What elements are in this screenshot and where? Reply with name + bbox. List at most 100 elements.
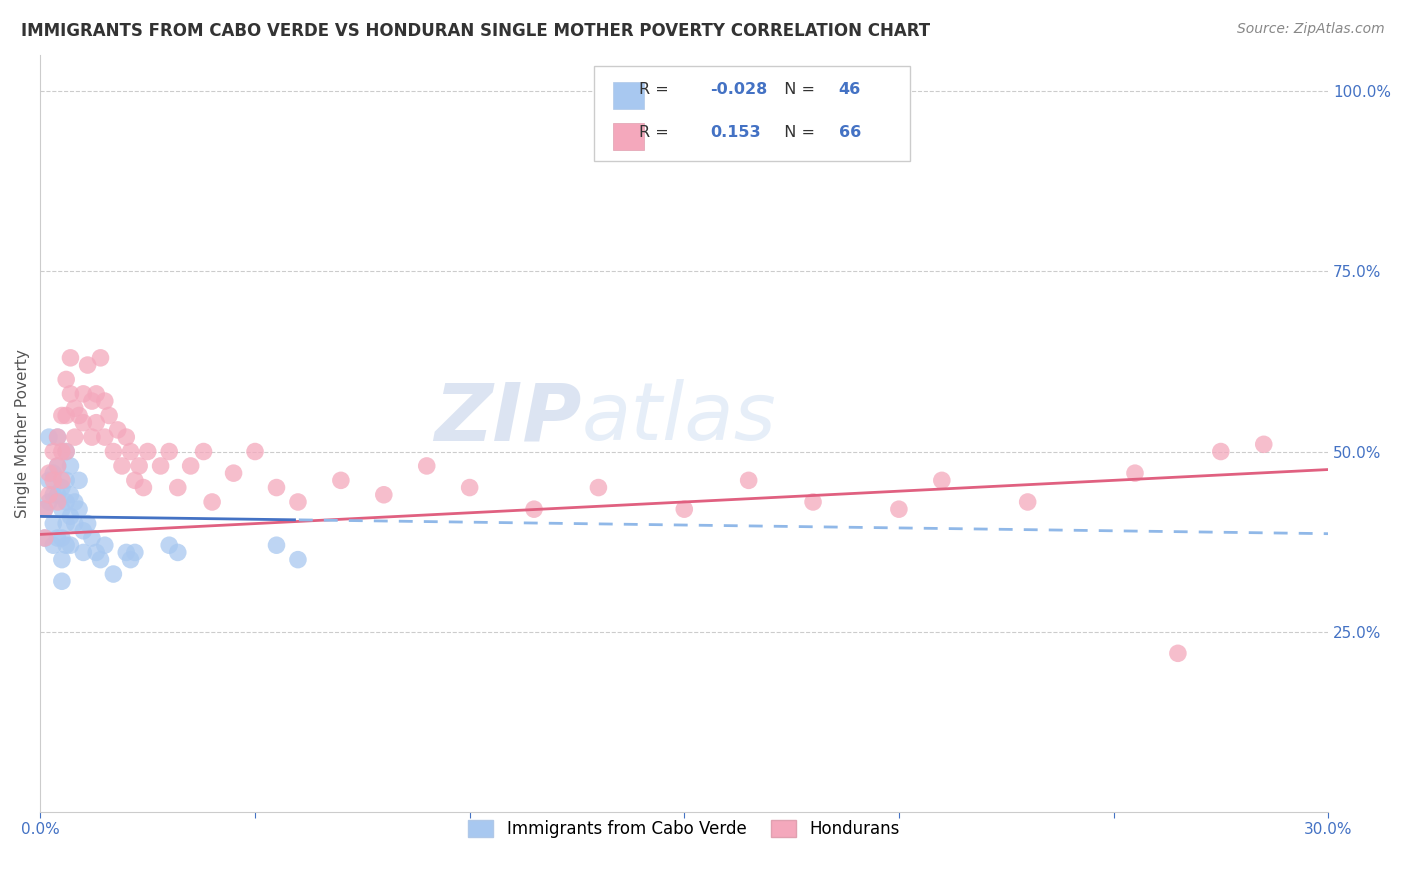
Point (201, 495, 224, 509)
Point (94, 430, 117, 444)
Point (51, 409, 73, 423)
Point (1167, 646, 1189, 660)
Point (801, 495, 824, 509)
Point (67, 409, 90, 423)
Point (193, 444, 215, 458)
Point (51, 502, 73, 516)
Point (84, 416, 107, 430)
Point (59, 351, 82, 365)
Point (55, 444, 77, 458)
Point (42, 488, 65, 502)
Point (63, 401, 86, 416)
Text: IMMIGRANTS FROM CABO VERDE VS HONDURAN SINGLE MOTHER POVERTY CORRELATION CHART: IMMIGRANTS FROM CABO VERDE VS HONDURAN S… (21, 22, 931, 40)
Point (157, 538, 180, 552)
Point (103, 444, 125, 458)
Text: atlas: atlas (581, 379, 776, 458)
Point (42, 538, 65, 552)
Point (149, 458, 172, 473)
Point (46, 531, 69, 545)
Point (1209, 444, 1232, 458)
Point (222, 466, 245, 480)
Point (111, 458, 134, 473)
Point (80, 394, 103, 409)
Point (46, 495, 69, 509)
Point (67, 474, 90, 488)
Text: -0.028: -0.028 (710, 82, 768, 97)
Point (76, 358, 98, 372)
Point (1017, 495, 1039, 509)
Point (89, 552, 111, 566)
Point (94, 538, 117, 552)
Text: Source: ZipAtlas.com: Source: ZipAtlas.com (1237, 22, 1385, 37)
Y-axis label: Single Mother Poverty: Single Mother Poverty (15, 349, 30, 518)
Point (55, 495, 77, 509)
Point (124, 545, 146, 559)
Point (46, 488, 69, 502)
Point (115, 545, 138, 559)
Point (76, 516, 98, 531)
Point (59, 488, 82, 502)
Point (89, 351, 111, 365)
FancyBboxPatch shape (613, 123, 644, 151)
Point (55, 538, 77, 552)
Point (51, 574, 73, 589)
Point (180, 458, 202, 473)
Point (63, 430, 86, 444)
Text: N =: N = (775, 82, 821, 97)
Point (72, 416, 94, 430)
Text: 0.153: 0.153 (710, 125, 761, 140)
Point (34, 531, 56, 545)
Point (34, 502, 56, 516)
Point (34, 531, 56, 545)
Text: ZIP: ZIP (434, 379, 581, 458)
Point (124, 474, 146, 488)
Point (136, 444, 159, 458)
Point (84, 545, 107, 559)
Point (38, 495, 60, 509)
Point (46, 430, 69, 444)
Point (55, 444, 77, 458)
Point (120, 444, 142, 458)
Point (72, 387, 94, 401)
Point (59, 538, 82, 552)
Point (523, 502, 546, 516)
Point (243, 444, 266, 458)
Point (72, 524, 94, 538)
Point (84, 387, 107, 401)
Point (1253, 437, 1275, 451)
Text: R =: R = (640, 125, 673, 140)
Point (55, 409, 77, 423)
Point (38, 488, 60, 502)
FancyBboxPatch shape (595, 67, 910, 161)
Point (38, 430, 60, 444)
Point (42, 516, 65, 531)
Point (80, 531, 103, 545)
Point (63, 495, 86, 509)
Point (931, 474, 953, 488)
Point (59, 458, 82, 473)
Point (266, 538, 288, 552)
Point (1123, 466, 1146, 480)
Point (42, 466, 65, 480)
Point (46, 458, 69, 473)
Point (46, 458, 69, 473)
Point (59, 387, 82, 401)
Point (80, 430, 103, 444)
Point (51, 481, 73, 495)
Point (59, 509, 82, 524)
Point (67, 502, 90, 516)
Text: R =: R = (640, 82, 673, 97)
Point (51, 552, 73, 566)
Point (38, 466, 60, 480)
Point (132, 481, 155, 495)
Point (373, 488, 395, 502)
Point (42, 444, 65, 458)
Point (51, 474, 73, 488)
Point (34, 502, 56, 516)
Point (673, 502, 696, 516)
Point (94, 394, 117, 409)
Point (737, 474, 759, 488)
FancyBboxPatch shape (613, 82, 644, 110)
Point (55, 516, 77, 531)
Point (103, 567, 125, 582)
